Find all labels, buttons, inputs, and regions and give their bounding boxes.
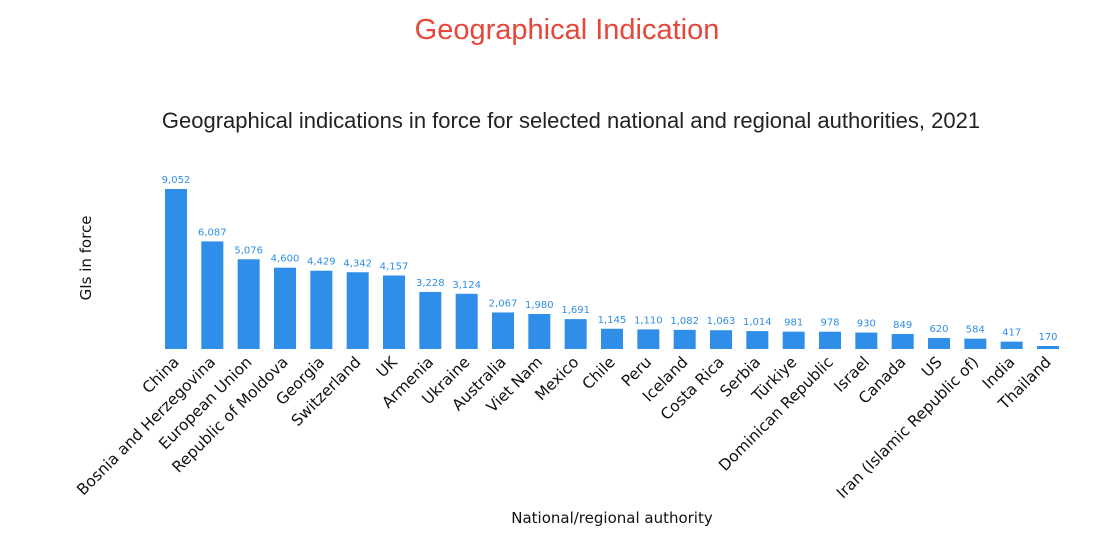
x-axis-label: National/regional authority [511, 509, 713, 527]
bar-european-union [237, 259, 260, 349]
bar-dominican-republic [819, 331, 841, 349]
bar-value-label-china: 9,052 [162, 175, 191, 186]
bar-value-label-serbia: 1,014 [743, 317, 772, 328]
bar-iran-islamic-republic-of [964, 338, 987, 349]
bar-value-label-us: 620 [929, 324, 948, 335]
bar-value-label-bosnia-and-herzegovina: 6,087 [198, 227, 227, 238]
bar-value-label-uk: 4,157 [380, 262, 409, 273]
bar-value-label-chile: 1,145 [598, 315, 627, 326]
bar-value-labels: 9,052 6,087 5,076 4,600 4,429 4,342 4,157 3,228… [162, 175, 1058, 343]
bar-value-label-israel: 930 [857, 319, 876, 330]
bar-armenia [419, 291, 442, 349]
chart-title: Geographical indications in force for se… [161, 108, 981, 133]
bar-serbia [746, 331, 769, 349]
bar-chile [601, 328, 623, 349]
bar-value-label-costa-rica: 1,063 [707, 316, 736, 327]
tick-label-chile: Chile [579, 353, 619, 393]
bar-thailand [1037, 346, 1059, 349]
bar-value-label-iceland: 1,082 [670, 316, 699, 327]
bar-viet-nam [528, 314, 551, 349]
bar-value-label-mexico: 1,691 [561, 305, 590, 316]
tick-label-us: US [918, 353, 946, 381]
y-axis-label: GIs in force [77, 216, 95, 301]
bar-bosnia-and-herzegovina [201, 241, 224, 349]
bar-value-label-european-union: 5,076 [234, 245, 263, 256]
bar-value-label-viet-nam: 1,980 [525, 300, 554, 311]
bar-canada [891, 333, 914, 349]
bar-value-label-t-rkiye: 981 [784, 318, 803, 329]
bar-peru [637, 329, 660, 349]
bar-mexico [564, 319, 587, 349]
tick-label-bosnia-and-herzegovina: Bosnia and Herzegovina [73, 353, 219, 499]
bar-switzerland [346, 272, 369, 349]
bar-iceland [673, 329, 696, 349]
bar-value-label-canada: 849 [893, 320, 912, 331]
bar-republic-of-moldova [274, 267, 296, 349]
bar-india [1000, 341, 1023, 349]
bars-group [165, 189, 1059, 349]
bar-value-label-armenia: 3,228 [416, 278, 445, 289]
bar-costa-rica [710, 330, 732, 349]
bar-value-label-india: 417 [1002, 328, 1021, 339]
bar-ukraine [455, 293, 478, 349]
bar-us [928, 338, 950, 349]
tick-label-uk: UK [373, 353, 402, 382]
bar-value-label-dominican-republic: 978 [820, 318, 839, 329]
bar-israel [855, 332, 878, 349]
bar-value-label-peru: 1,110 [634, 315, 663, 326]
bar-value-label-ukraine: 3,124 [452, 280, 481, 291]
bar-australia [492, 312, 514, 349]
bar-t-rkiye [782, 331, 805, 349]
bar-value-label-georgia: 4,429 [307, 257, 336, 268]
bar-value-label-australia: 2,067 [489, 298, 518, 309]
bar-value-label-switzerland: 4,342 [343, 258, 372, 269]
bar-china [165, 189, 187, 349]
page-title: Geographical Indication [414, 14, 720, 46]
bar-georgia [310, 270, 333, 349]
bar-value-label-republic-of-moldova: 4,600 [271, 254, 300, 265]
bar-value-label-iran-islamic-republic-of: 584 [966, 325, 985, 336]
bar-uk [383, 275, 405, 349]
bar-value-label-thailand: 170 [1038, 332, 1057, 343]
